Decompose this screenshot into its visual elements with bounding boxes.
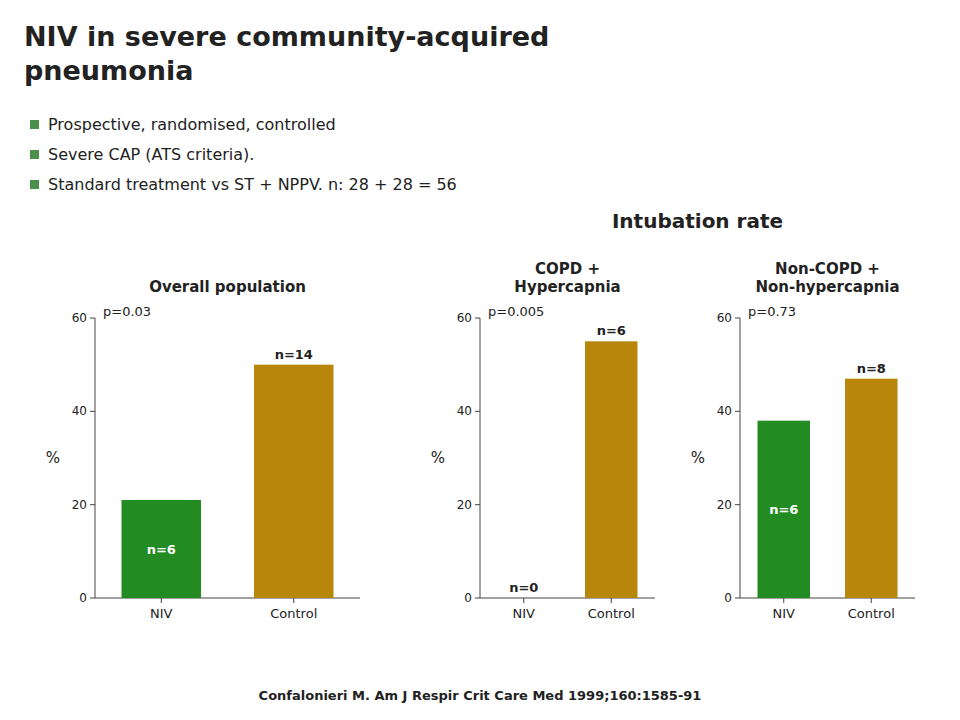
x-tick: [783, 598, 784, 603]
bullet-text: Standard treatment vs ST + NPPV. n: 28 +…: [48, 175, 457, 194]
bar-note: n=6: [769, 502, 798, 517]
y-axis: [95, 318, 96, 598]
y-tick-label: 20: [717, 498, 732, 512]
bullet-marker: [30, 180, 39, 189]
x-tick-label: NIV: [513, 606, 536, 621]
bar: [498, 598, 551, 599]
y-tick-label: 40: [72, 404, 87, 418]
group-title: Intubation rate: [612, 209, 783, 233]
y-tick-label: 40: [457, 404, 472, 418]
y-tick: [90, 411, 95, 412]
bars: [585, 341, 638, 598]
bars: [758, 379, 898, 598]
bar-chart: Overall population 0 20 40 60% NIV n=6 Control n…: [46, 278, 360, 621]
bar-note: n=8: [857, 361, 886, 376]
y-axis: [740, 318, 741, 598]
bar-note: n=14: [275, 347, 313, 362]
y-tick-label: 0: [464, 591, 472, 605]
x-tick-label: NIV: [150, 606, 173, 621]
chart-title: Overall population: [149, 278, 306, 296]
bar-chart: COPD +Hypercapnia 0 20 40 60% NIV n=0 Control n=…: [431, 260, 655, 621]
citation: Confalonieri M. Am J Respir Crit Care Me…: [259, 688, 702, 703]
y-tick: [90, 504, 95, 505]
y-axis-label: %: [691, 449, 705, 467]
bars: [122, 365, 334, 598]
chart-title-line: COPD +: [535, 260, 600, 278]
y-tick: [735, 504, 740, 505]
y-tick-label: 0: [79, 591, 87, 605]
x-tick-label: Control: [848, 606, 895, 621]
chart-title: Non-COPD +Non-hypercapnia: [755, 260, 899, 296]
chart-title-line: Hypercapnia: [514, 278, 620, 296]
y-tick: [90, 598, 95, 599]
y-tick-label: 60: [457, 311, 472, 325]
bar-note: n=6: [147, 542, 176, 557]
x-tick-label: NIV: [773, 606, 796, 621]
annotation: p=0.005: [488, 304, 544, 319]
y-tick: [735, 598, 740, 599]
x-tick: [523, 598, 524, 603]
x-tick: [161, 598, 162, 603]
bar: [122, 500, 202, 598]
x-tick-label: Control: [588, 606, 635, 621]
bar: [845, 379, 898, 598]
bar: [254, 365, 334, 598]
y-axis-label: %: [46, 449, 60, 467]
page-title: NIV in severe community-acquired: [24, 21, 549, 52]
bullet-marker: [30, 120, 39, 129]
page: NIV in severe community-acquiredpneumoni…: [0, 0, 960, 720]
y-tick: [475, 598, 480, 599]
y-axis: [480, 318, 481, 598]
y-tick: [475, 411, 480, 412]
bar-note: n=6: [597, 323, 626, 338]
y-tick: [475, 504, 480, 505]
bar-note: n=0: [509, 580, 538, 595]
bar: [758, 421, 811, 598]
page-title: pneumonia: [24, 55, 193, 86]
bullet-text: Prospective, randomised, controlled: [48, 115, 336, 134]
annotation: p=0.73: [748, 304, 796, 319]
y-tick-label: 20: [72, 498, 87, 512]
bar-chart: Non-COPD +Non-hypercapnia 0 20 40 60% NIV n=6 C…: [691, 260, 915, 621]
y-tick: [735, 411, 740, 412]
y-tick: [475, 318, 480, 319]
x-tick-label: Control: [270, 606, 317, 621]
chart-title-line: Non-COPD +: [775, 260, 880, 278]
y-axis-label: %: [431, 449, 445, 467]
chart-title-line: Non-hypercapnia: [755, 278, 899, 296]
y-tick-label: 20: [457, 498, 472, 512]
chart-title: COPD +Hypercapnia: [514, 260, 620, 296]
y-tick-label: 60: [717, 311, 732, 325]
x-tick: [871, 598, 872, 603]
bullet-marker: [30, 150, 39, 159]
annotation: p=0.03: [103, 304, 151, 319]
x-tick: [611, 598, 612, 603]
y-tick: [735, 318, 740, 319]
chart-title-line: Overall population: [149, 278, 306, 296]
y-tick-label: 60: [72, 311, 87, 325]
bullet-text: Severe CAP (ATS criteria).: [48, 145, 254, 164]
y-tick-label: 40: [717, 404, 732, 418]
x-tick: [293, 598, 294, 603]
y-tick-label: 0: [724, 591, 732, 605]
y-tick: [90, 318, 95, 319]
bar: [585, 341, 638, 598]
